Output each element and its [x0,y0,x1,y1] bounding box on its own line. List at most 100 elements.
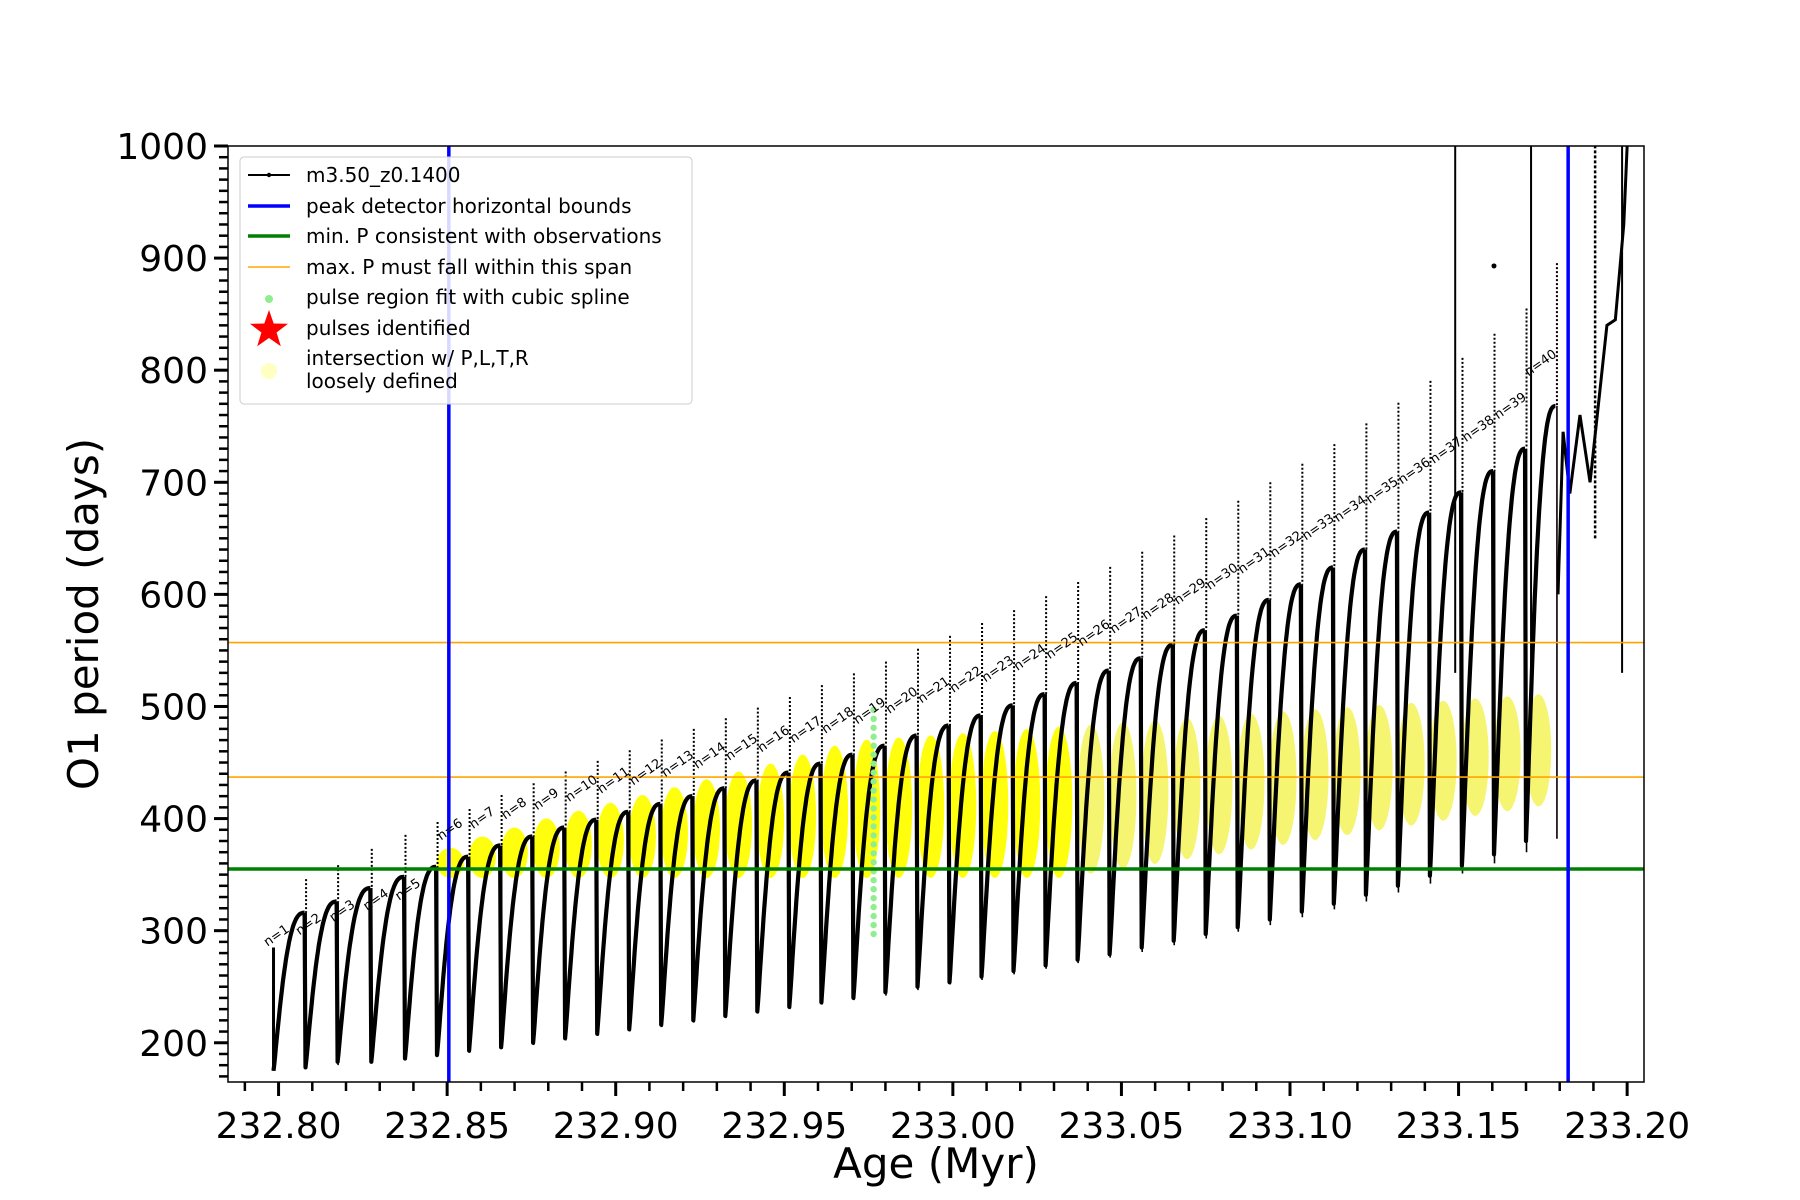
y-tick-label: 1000 [116,127,208,168]
pulse-curve [722,778,758,1018]
legend-entry: pulse region fit with cubic spline [265,285,630,309]
spline-point [870,930,877,938]
spline-point [870,751,877,758]
intersection-marker [565,810,592,879]
stray-point [1491,263,1497,269]
y-tick-label: 700 [139,463,208,504]
x-tick-label: 232.95 [721,1106,847,1147]
pulse-curve [334,886,372,1064]
x-tick-label: 232.80 [216,1106,342,1147]
legend-label: pulse region fit with cubic spline [306,285,630,309]
pulse-curve [946,713,982,985]
legend-label-line2: loosely defined [306,369,458,393]
pulse-curve [1138,642,1174,950]
legend-label: intersection w/ P,L,T,R [306,346,529,370]
legend-label: pulses identified [306,316,471,340]
pulse-curve [1362,529,1399,897]
pulse-curve [1202,613,1239,937]
legend-swatch [265,295,273,303]
y-axis: 200 300 400 500 600 700 800 900 1000 [116,127,228,1078]
pulse-curve [562,817,598,1041]
spline-point [870,823,877,830]
intersection-marker [981,731,1009,879]
x-tick-label: 233.00 [890,1106,1016,1147]
pulse-curve [786,761,822,1009]
spline-point [870,715,877,723]
pulse-curve [626,801,662,1032]
legend-swatch [261,363,277,379]
pulse-curve [1042,680,1078,968]
plot-frame [227,145,1645,1083]
pulse-curve [498,834,534,1050]
y-tick-label: 500 [139,687,208,728]
horizontal-lines [228,641,1644,871]
legend-label: m3.50_z0.1400 [306,163,461,187]
data-layer [271,146,1629,1072]
y-tick-label: 600 [139,575,208,616]
legend-entry: min. P consistent with observations [248,224,662,248]
legend-entry: pulses identified [250,310,471,347]
x-tick-label: 233.10 [1227,1106,1353,1147]
x-tick-label: 232.90 [553,1106,679,1147]
spline-point [870,850,877,857]
pulse-curve [434,854,470,1058]
pulse-curve [1074,668,1110,962]
spline-point [870,742,877,749]
y-axis-title: O1 period (days) [59,438,108,790]
legend-entry: m3.50_z0.1400 [248,163,461,187]
tail-curve [1556,146,1629,595]
pulse-curve [1330,547,1367,906]
pulse-curve [658,794,694,1027]
pulse-curve [690,786,726,1023]
spline-point [870,724,877,731]
pulse-curve [466,843,502,1053]
spline-point [870,706,877,714]
x-tick-label: 233.20 [1564,1106,1690,1147]
y-tick-label: 400 [139,800,208,841]
pulse-curve [271,910,306,1072]
spline-point [870,885,877,893]
pulse-curve [754,770,790,1014]
pulse-curve [882,733,918,995]
spline-fit-points [870,706,877,938]
spline-point [870,912,877,920]
spline-point [870,832,877,839]
spline-point [870,841,877,848]
pulse-curve [818,752,854,1005]
x-tick-label: 233.05 [1058,1106,1184,1147]
spline-point [870,859,877,866]
spline-point [870,787,877,794]
legend-label: max. P must fall within this span [306,255,632,279]
pulse-curve [1458,469,1495,868]
intersection-marker [532,818,560,879]
legend-swatch [250,310,288,347]
pulse-curve [368,874,406,1064]
pulse-curve [978,703,1014,979]
spline-point [870,778,877,785]
spline-point [870,805,877,812]
legend-entry: max. P must fall within this span [248,255,632,279]
intersection-marker [500,827,528,879]
legend-entry: peak detector horizontal bounds [248,194,632,218]
spline-point [870,894,877,902]
x-axis-title: Age (Myr) [833,1139,1039,1188]
spline-point [870,814,877,821]
model-track [271,146,1629,1072]
legend-swatch-marker [266,172,272,178]
spline-point [870,903,877,911]
spline-point [870,760,877,767]
spline-point [870,733,877,740]
y-tick-label: 900 [139,239,208,280]
pulse-curve [850,743,886,1000]
x-axis: 232.80 232.85 232.90 232.95 233.00 233.05 233.… [216,1082,1690,1147]
y-tick-label: 200 [139,1024,208,1065]
pulse-curve [1522,404,1557,844]
spline-point [870,877,877,884]
x-tick-label: 233.15 [1396,1106,1522,1147]
legend-label: min. P consistent with observations [306,224,662,248]
spline-point [870,796,877,803]
y-tick-label: 300 [139,912,208,953]
